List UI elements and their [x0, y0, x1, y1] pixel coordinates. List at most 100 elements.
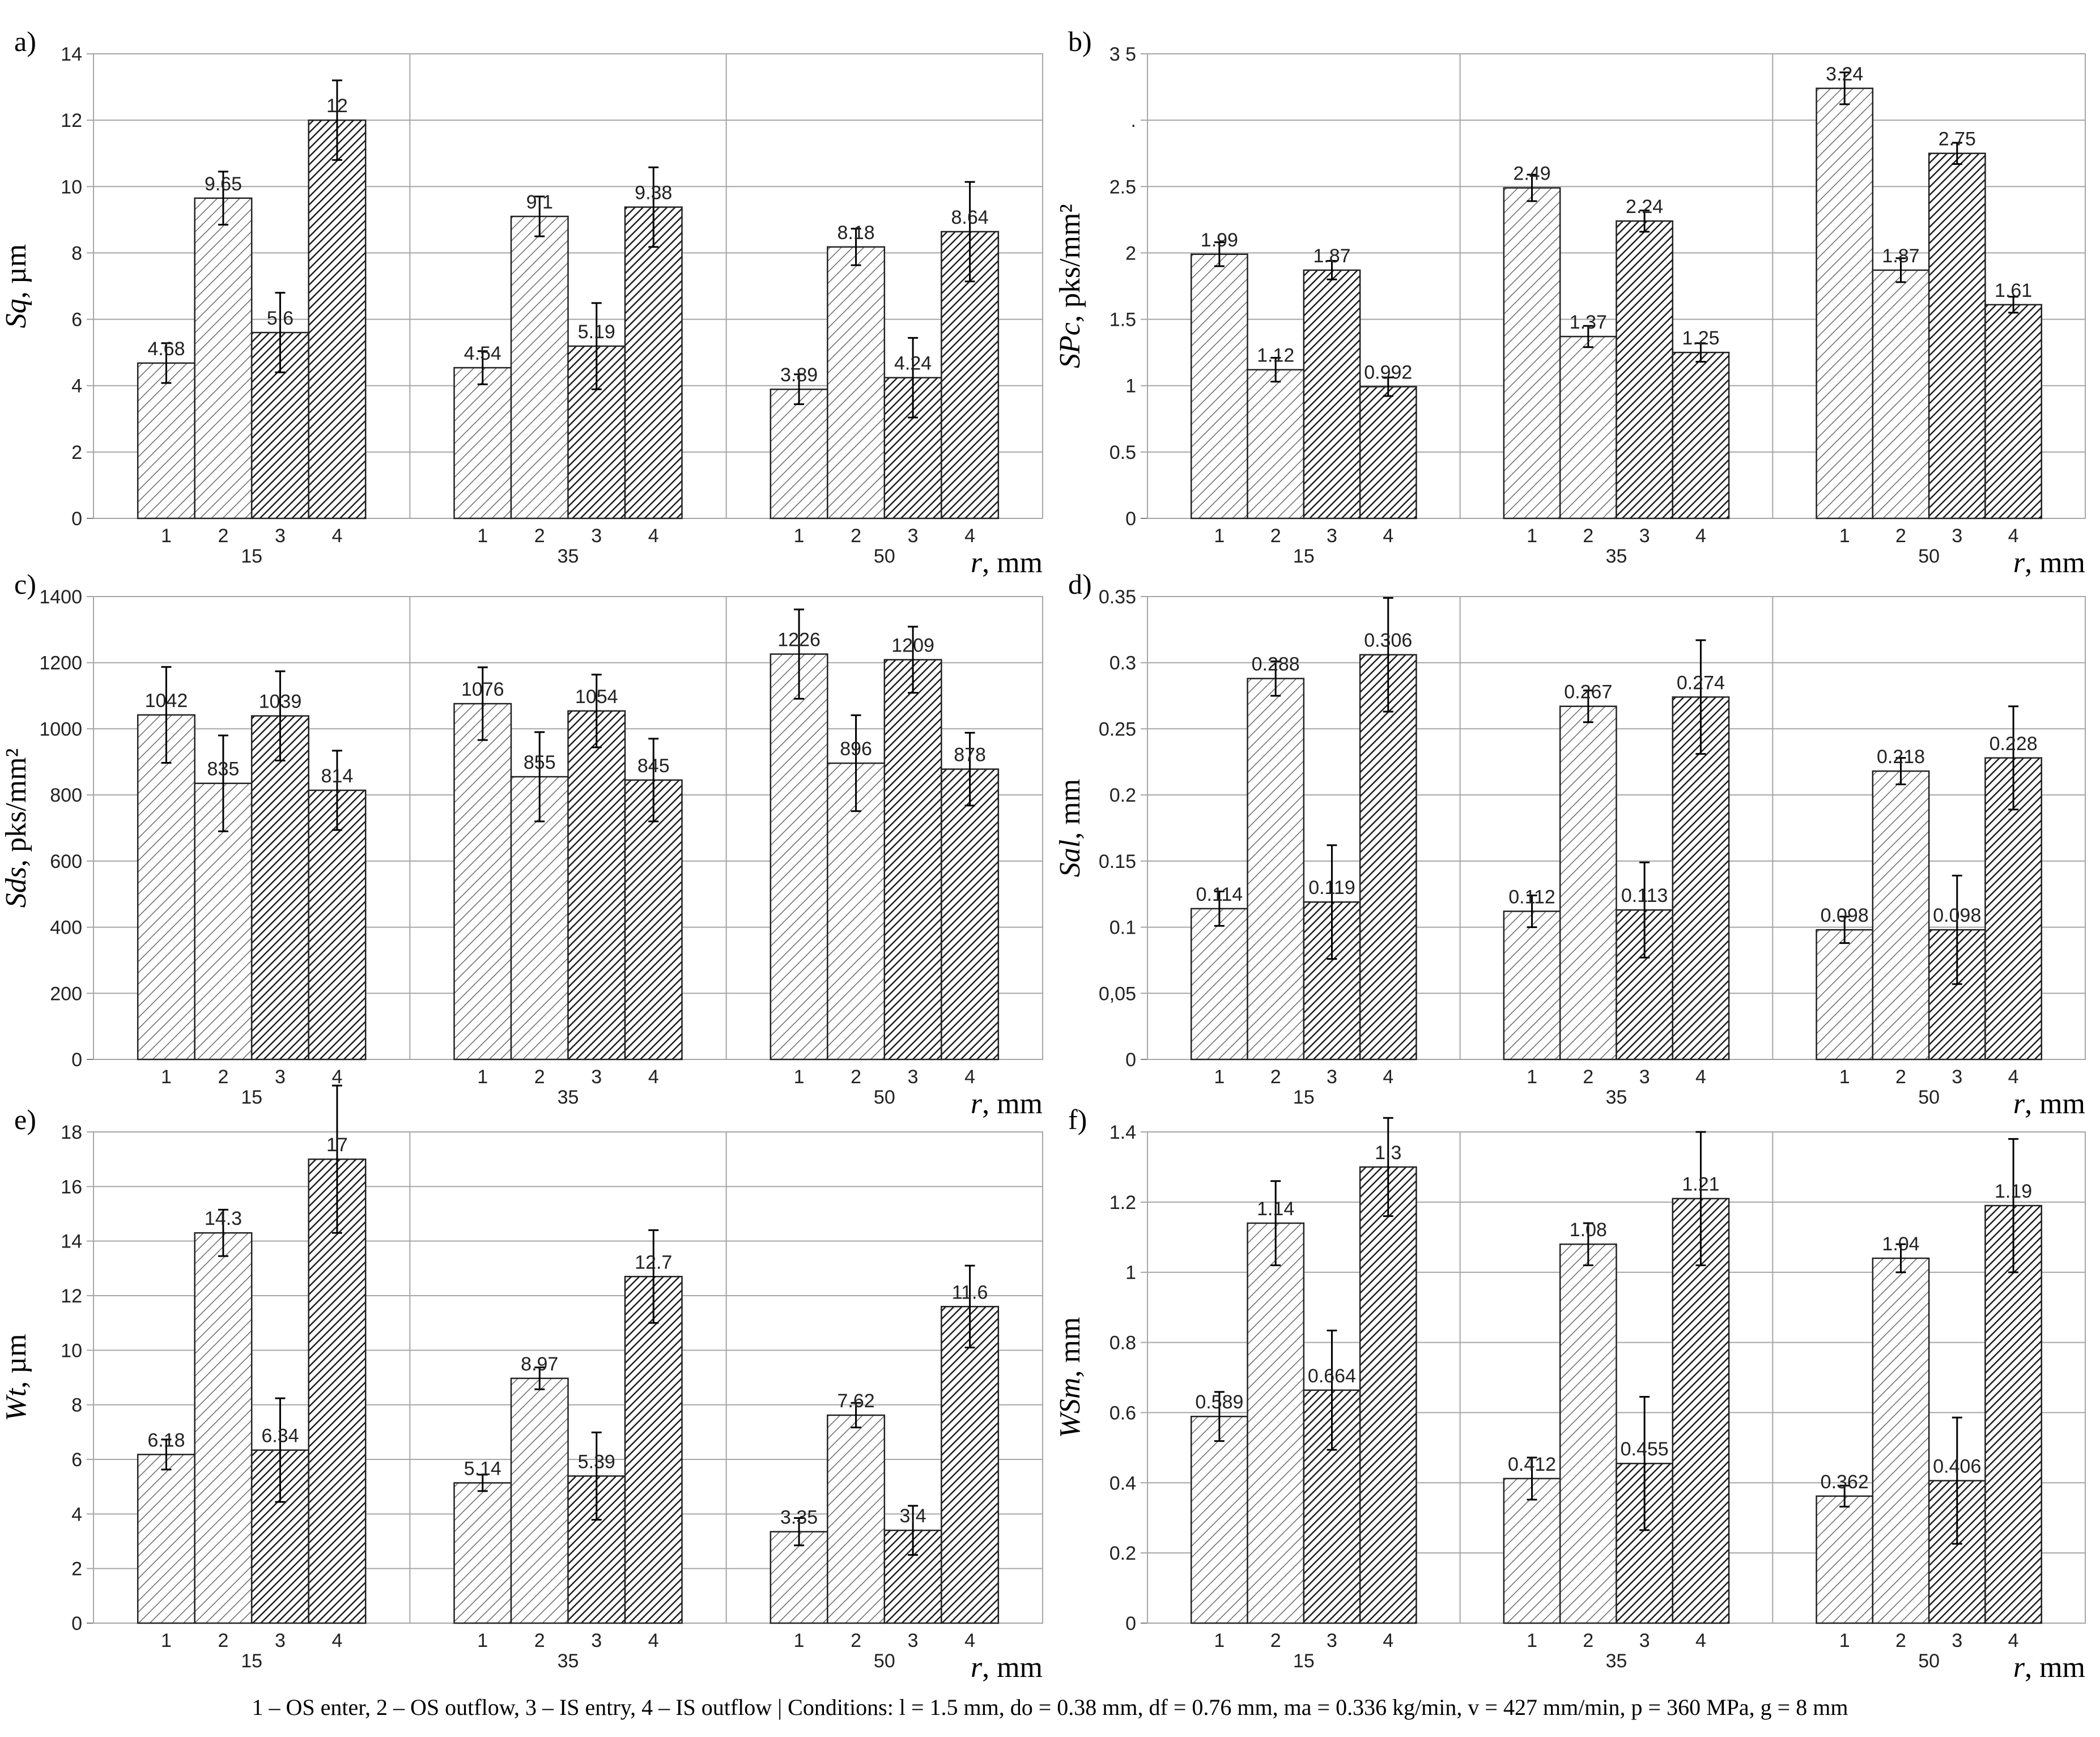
y-tick-label: 0.6	[1109, 1402, 1136, 1424]
x-tick-label: 1	[477, 1630, 488, 1651]
y-tick-label: 2.5	[1109, 176, 1136, 198]
bar	[1984, 304, 2043, 520]
bar	[883, 659, 942, 1061]
data-label: 1.3	[1375, 1142, 1401, 1164]
x-tick-label: 3	[1327, 1630, 1337, 1651]
bar	[941, 1306, 1000, 1624]
y-tick-label: 6	[71, 309, 82, 331]
x-tick-label: 2	[534, 1630, 545, 1651]
panel-letter: b)	[1068, 25, 1092, 57]
bar	[827, 246, 886, 520]
bar	[453, 1482, 512, 1624]
x-tick-label: 4	[964, 525, 975, 547]
bar	[137, 714, 195, 1061]
x-tick-label: 2	[1270, 1630, 1281, 1651]
x-tick-label: 4	[648, 1630, 659, 1651]
group-label: 15	[1293, 1650, 1315, 1672]
group-label: 35	[1606, 546, 1627, 567]
y-axis-label-var: Wt	[0, 1387, 32, 1421]
x-tick-label: 2	[1895, 1066, 1906, 1088]
data-label: 3.35	[780, 1507, 818, 1529]
x-tick-label: 1	[161, 1066, 172, 1088]
data-label: 2.75	[1939, 129, 1976, 150]
data-label: 0.113	[1621, 885, 1668, 906]
y-tick-label: 0	[71, 508, 82, 530]
y-tick-label: 0,05	[1099, 983, 1136, 1004]
bar	[1872, 770, 1930, 1061]
panel-letter: f)	[1068, 1104, 1087, 1135]
data-label: 0.589	[1195, 1391, 1243, 1413]
chart-panel-5: e)0246810121416186.18114.326.343174155.1…	[0, 1084, 1043, 1684]
x-tick-label: 1	[161, 1630, 172, 1651]
data-label: 0.406	[1933, 1456, 1981, 1478]
data-label: 12.7	[635, 1251, 672, 1273]
y-tick-label: 1200	[39, 653, 82, 674]
figure-caption: 1 – OS enter, 2 – OS outflow, 3 – IS ent…	[252, 1695, 1848, 1720]
bar	[624, 779, 683, 1061]
panel-letter: a)	[14, 25, 36, 57]
y-tick-label: 0.4	[1109, 1472, 1136, 1494]
x-tick-label: 4	[1383, 1630, 1393, 1651]
x-tick-label: 2	[1583, 525, 1593, 547]
group-label: 50	[1918, 546, 1940, 567]
x-tick-label: 4	[1695, 525, 1706, 547]
y-tick-label: 0.2	[1109, 1543, 1136, 1564]
bar	[941, 768, 1000, 1061]
data-label: 1226	[777, 629, 821, 651]
x-tick-label: 1	[477, 525, 488, 547]
x-tick-label: 2	[534, 1066, 545, 1088]
y-axis-label: Wt, µm	[0, 1334, 32, 1421]
y-tick-label: 0.2	[1109, 785, 1136, 806]
x-tick-label: 2	[1583, 1066, 1593, 1088]
data-label: 0.455	[1621, 1438, 1669, 1460]
bar	[1559, 705, 1617, 1061]
y-tick-label: 0.35	[1099, 586, 1136, 608]
bar	[510, 776, 569, 1061]
bar	[137, 362, 195, 520]
bar	[1190, 908, 1248, 1061]
bar	[1359, 1166, 1417, 1624]
y-axis-label: WSm, mm	[1054, 1317, 1086, 1438]
x-tick-label: 1	[1214, 525, 1225, 547]
x-tick-label: 1	[1527, 525, 1537, 547]
bar	[308, 1158, 367, 1624]
x-tick-label: 4	[1695, 1066, 1706, 1088]
x-tick-label: 3	[908, 1630, 919, 1651]
data-label: 1.37	[1570, 312, 1607, 333]
data-label: 3.4	[899, 1505, 926, 1527]
data-label: 878	[954, 744, 986, 766]
x-tick-label: 1	[477, 1066, 488, 1088]
x-tick-label: 2	[534, 525, 545, 547]
y-tick-label: 2	[71, 1559, 82, 1580]
bar	[453, 367, 512, 520]
x-tick-label: 1	[1527, 1630, 1537, 1651]
x-tick-label: 4	[648, 1066, 659, 1088]
x-tick-label: 4	[964, 1630, 975, 1651]
group-label: 35	[558, 1087, 579, 1108]
data-label: 0.288	[1252, 654, 1300, 675]
x-tick-label: 1	[794, 1630, 805, 1651]
data-label: 855	[524, 752, 556, 773]
x-axis-label-var: r	[971, 1651, 983, 1684]
data-label: 9.65	[205, 173, 242, 195]
y-tick-label: 0.1	[1109, 917, 1136, 939]
y-axis-label-var: Sds	[0, 867, 32, 908]
y-tick-label: 0.15	[1099, 851, 1136, 872]
x-tick-label: 3	[1639, 525, 1650, 547]
x-tick-label: 4	[331, 525, 342, 547]
x-axis-label: r, mm	[971, 1088, 1043, 1120]
y-axis-label-var: WSm	[1054, 1378, 1086, 1438]
x-tick-label: 3	[1952, 1630, 1962, 1651]
y-tick-label: 18	[61, 1122, 82, 1143]
data-label: 5.6	[267, 308, 294, 329]
y-axis-label-unit: , µm	[0, 1334, 32, 1388]
data-label: 2.24	[1626, 196, 1663, 218]
data-label: 1209	[891, 635, 934, 656]
x-tick-label: 4	[331, 1066, 342, 1088]
y-tick-label: 0.5	[1109, 442, 1136, 463]
group-label: 15	[241, 1650, 262, 1672]
panel-letter: d)	[1068, 568, 1092, 600]
data-label: 0.098	[1933, 905, 1981, 926]
x-tick-label: 2	[218, 1630, 228, 1651]
y-tick-label: 8	[71, 242, 82, 264]
